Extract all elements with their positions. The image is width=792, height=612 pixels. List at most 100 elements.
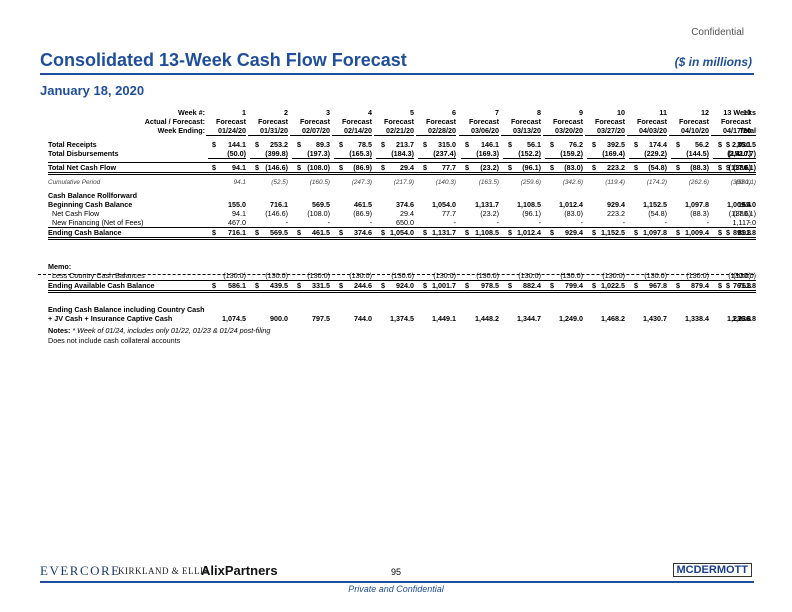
dollar-sign: $ bbox=[726, 281, 730, 290]
incl-country-row-label: + JV Cash + Insurance Captive Cash bbox=[48, 314, 173, 323]
total-receipts-row-col-13: 35.1 bbox=[737, 140, 751, 149]
incl-country-row-col-4: 744.0 bbox=[354, 314, 372, 323]
dollar-sign: $ bbox=[212, 163, 216, 172]
dollar-sign: $ bbox=[423, 228, 427, 237]
dollar-sign: $ bbox=[726, 163, 730, 172]
header-type-row-col-9: Forecast bbox=[553, 117, 583, 126]
ending-available-row-col-6: 1,001.7 bbox=[432, 281, 456, 290]
report-date: January 18, 2020 bbox=[40, 83, 145, 98]
confidential-label: Confidential bbox=[691, 27, 744, 38]
header-type-row-col-8: Forecast bbox=[511, 117, 541, 126]
dollar-sign: $ bbox=[297, 163, 301, 172]
total-disbursements-row-col-8: (152.2) bbox=[503, 149, 541, 159]
cumulative-period-row-col-9: (342.6) bbox=[562, 179, 583, 186]
dollar-sign: $ bbox=[718, 228, 722, 237]
ending-cash-row-col-4: 374.6 bbox=[354, 228, 372, 237]
title-rule bbox=[40, 73, 754, 75]
ending-cash-row-col-10: 1,152.5 bbox=[601, 228, 625, 237]
total-net-cash-flow-row-col-13: (117.6) bbox=[728, 163, 751, 172]
ending-cash-row-col-8: 1,012.4 bbox=[517, 228, 541, 237]
dollar-sign: $ bbox=[212, 140, 216, 149]
beginning-cash-row-col-3: 569.5 bbox=[312, 200, 330, 209]
header-type-row-col-11: Forecast bbox=[637, 117, 667, 126]
header-week-row-col-8: 8 bbox=[537, 108, 541, 117]
incl-country-row-col-1: 1,074.5 bbox=[222, 314, 246, 323]
beginning-cash-row-col-1: 155.0 bbox=[228, 200, 246, 209]
beginning-cash-row-col-13: 1,009.4 bbox=[727, 200, 751, 209]
incl-country-row-col-3: 797.5 bbox=[312, 314, 330, 323]
beginning-cash-row: Beginning Cash Balance 155.0 716.1 569.5 461… bbox=[48, 200, 756, 209]
dollar-sign: $ bbox=[718, 281, 722, 290]
net-cash-flow-row-col-10: 223.2 bbox=[607, 209, 625, 218]
alixpartners-logo: AlixPartners bbox=[201, 563, 278, 578]
cumulative-period-row-col-14: (380.1) bbox=[735, 179, 756, 186]
ending-cash-row-col-6: 1,131.7 bbox=[432, 228, 456, 237]
cumulative-period-row-col-13: (380.1) bbox=[730, 179, 751, 186]
total-net-cash-flow-row-col-3: (108.0) bbox=[307, 163, 330, 172]
header-week-row-col-1: 1 bbox=[242, 108, 246, 117]
ending-available-row-col-8: 882.4 bbox=[523, 281, 541, 290]
beginning-cash-row-col-10: 929.4 bbox=[607, 200, 625, 209]
ending-available-row-col-13: 761.8 bbox=[733, 281, 751, 290]
incl-country-row-col-5: 1,374.5 bbox=[390, 314, 414, 323]
net-cash-flow-row-col-13: (117.6) bbox=[728, 209, 751, 218]
total-disbursements-row-col-12: (144.5) bbox=[671, 149, 709, 159]
net-cash-flow-row-col-7: (23.2) bbox=[480, 209, 499, 218]
beginning-cash-row-col-5: 374.6 bbox=[396, 200, 414, 209]
dollar-sign: $ bbox=[381, 281, 385, 290]
ending-available-row-col-5: 924.0 bbox=[396, 281, 414, 290]
dollar-sign: $ bbox=[634, 140, 638, 149]
memo-title: Memo: bbox=[48, 262, 756, 271]
incl-country-row-col-8: 1,344.7 bbox=[517, 314, 541, 323]
dollar-sign: $ bbox=[508, 163, 512, 172]
dollar-sign: $ bbox=[676, 163, 680, 172]
notes-label: Notes: bbox=[48, 326, 71, 335]
ending-available-row-col-3: 331.5 bbox=[312, 281, 330, 290]
header-ending-row-col-6: 02/28/20 bbox=[416, 126, 456, 136]
cumulative-period-row-label: Cumulative Period bbox=[48, 179, 101, 186]
header-ending-row: Week Ending: 01/24/20 01/31/20 02/07/20 02/1… bbox=[48, 126, 756, 136]
net-cash-flow-row-label: Net Cash Flow bbox=[52, 209, 100, 218]
total-receipts-row-col-12: 56.2 bbox=[695, 140, 709, 149]
total-disbursements-row-col-1: (50.0) bbox=[208, 149, 246, 159]
total-receipts-row-col-7: 146.1 bbox=[481, 140, 499, 149]
beginning-cash-row-col-12: 1,097.8 bbox=[685, 200, 709, 209]
header-week-row-col-2: 2 bbox=[284, 108, 288, 117]
ending-available-row-col-9: 799.4 bbox=[565, 281, 583, 290]
header-week-row-col-4: 4 bbox=[368, 108, 372, 117]
ending-cash-row-col-1: 716.1 bbox=[228, 228, 246, 237]
net-cash-flow-row-col-9: (83.0) bbox=[564, 209, 583, 218]
ending-cash-row-col-9: 929.4 bbox=[565, 228, 583, 237]
ending-cash-row-col-3: 461.5 bbox=[312, 228, 330, 237]
incl-country-row-col-2: 900.0 bbox=[270, 314, 288, 323]
ending-cash-row-col-5: 1,054.0 bbox=[390, 228, 414, 237]
page-title: Consolidated 13-Week Cash Flow Forecast bbox=[40, 50, 407, 70]
cumulative-period-row-col-8: (259.6) bbox=[520, 179, 541, 186]
dollar-sign: $ bbox=[676, 228, 680, 237]
header-type-row-col-3: Forecast bbox=[300, 117, 330, 126]
total-receipts-row-label: Total Receipts bbox=[48, 140, 97, 149]
total-receipts-row-col-1: 144.1 bbox=[228, 140, 246, 149]
header-ending-row-col-8: 03/13/20 bbox=[501, 126, 541, 136]
new-financing-row: New Financing (Net of Fees) 467.0- - -650.0… bbox=[48, 218, 756, 228]
cumulative-period-row-col-1: 94.1 bbox=[233, 179, 246, 186]
dollar-sign: $ bbox=[339, 140, 343, 149]
dollar-sign: $ bbox=[592, 228, 596, 237]
dollar-sign: $ bbox=[465, 281, 469, 290]
dollar-sign: $ bbox=[381, 140, 385, 149]
dollar-sign: $ bbox=[423, 281, 427, 290]
dollar-sign: $ bbox=[726, 140, 730, 149]
ending-available-row-col-4: 244.6 bbox=[354, 281, 372, 290]
net-cash-flow-row: Net Cash Flow 94.1 (146.6) (108.0) (86.9) 29.… bbox=[48, 209, 756, 218]
header-ending-row-col-12: 04/10/20 bbox=[669, 126, 709, 136]
total-net-cash-flow-row-col-4: (86.9) bbox=[353, 163, 372, 172]
header-ending-row-col-5: 02/21/20 bbox=[374, 126, 414, 136]
header-week-row-col-10: 10 bbox=[617, 108, 625, 117]
dollar-sign: $ bbox=[592, 281, 596, 290]
dollar-sign: $ bbox=[592, 163, 596, 172]
net-cash-flow-row-col-11: (54.8) bbox=[648, 209, 667, 218]
header-ending-row-col-4: 02/14/20 bbox=[332, 126, 372, 136]
ending-available-row-col-10: 1,022.5 bbox=[601, 281, 625, 290]
net-cash-flow-row-col-2: (146.6) bbox=[265, 209, 288, 218]
cumulative-period-row-col-6: (140.3) bbox=[435, 179, 456, 186]
